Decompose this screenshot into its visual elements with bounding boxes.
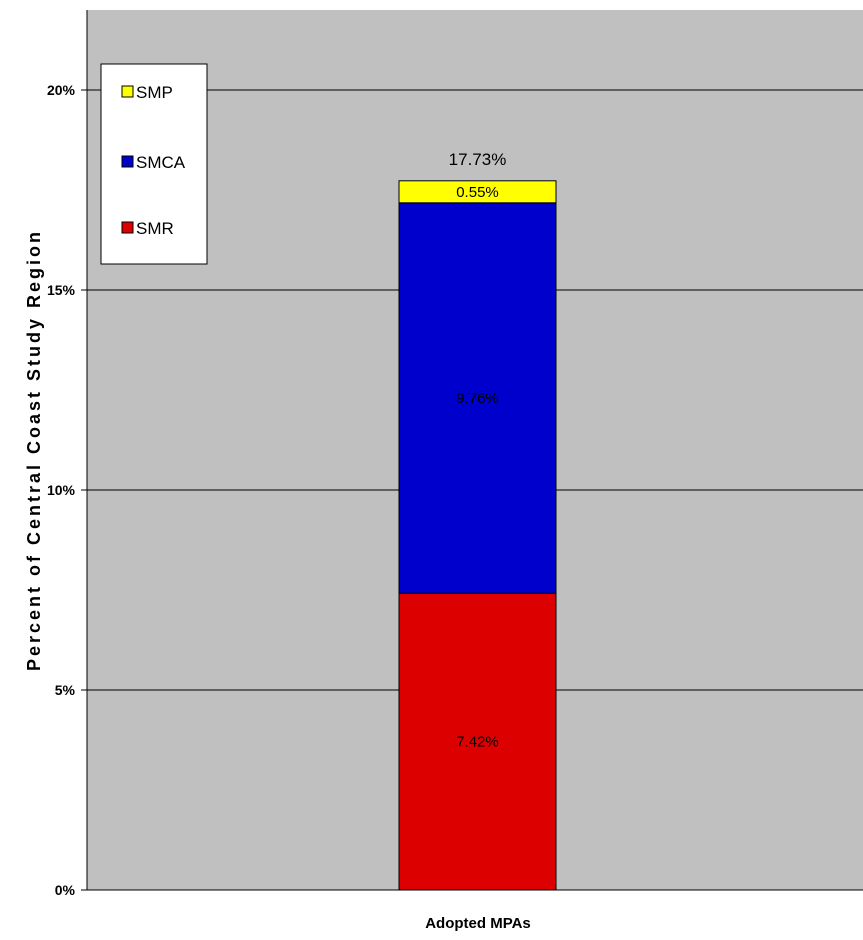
- y-tick-label: 15%: [47, 282, 76, 298]
- y-axis-title: Percent of Central Coast Study Region: [24, 229, 44, 671]
- legend-label-smp: SMP: [136, 83, 173, 102]
- data-label-smp: 0.55%: [456, 184, 499, 201]
- y-tick-label: 5%: [55, 682, 76, 698]
- legend-swatch-smp: [121, 85, 134, 98]
- bar-segment-smca: [398, 202, 557, 594]
- legend-label-smr: SMR: [136, 219, 174, 238]
- y-axis-ticks: 0% 5% 10% 15% 20%: [47, 82, 87, 898]
- bar-segment-labels: 7.42% 9.76% 0.55%: [456, 184, 499, 751]
- legend-swatch-smr: [121, 221, 134, 234]
- y-tick-label: 10%: [47, 482, 76, 498]
- legend-swatch-smca: [121, 155, 134, 168]
- data-label-smr: 7.42%: [456, 734, 499, 751]
- bar-total-label: 17.73%: [449, 150, 507, 169]
- y-tick-label: 0%: [55, 882, 76, 898]
- legend-box: [100, 63, 208, 265]
- bar-segments: [398, 180, 557, 891]
- legend-label-smca: SMCA: [136, 153, 186, 172]
- legend: SMP SMCA SMR: [100, 63, 208, 265]
- bar-segment-smp: [398, 180, 557, 204]
- y-tick-label: 20%: [47, 82, 76, 98]
- data-label-smca: 9.76%: [456, 390, 499, 407]
- bar-segment-smr: [398, 592, 557, 891]
- x-category-label: Adopted MPAs: [425, 915, 531, 932]
